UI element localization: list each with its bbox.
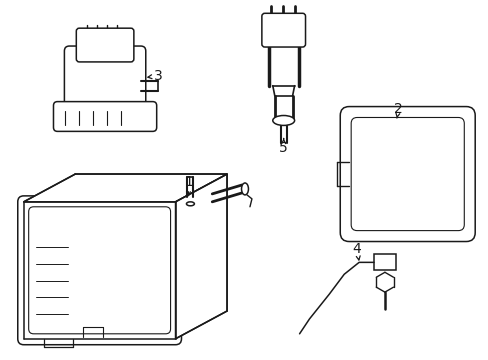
Text: 3: 3 xyxy=(154,69,163,83)
FancyBboxPatch shape xyxy=(18,196,181,345)
Text: 2: 2 xyxy=(394,102,402,116)
Ellipse shape xyxy=(272,116,294,125)
Ellipse shape xyxy=(186,202,194,206)
Text: 4: 4 xyxy=(352,242,361,256)
Polygon shape xyxy=(175,174,226,339)
FancyBboxPatch shape xyxy=(340,107,474,242)
FancyBboxPatch shape xyxy=(76,28,134,62)
FancyBboxPatch shape xyxy=(262,13,305,47)
FancyBboxPatch shape xyxy=(53,102,156,131)
Text: 1: 1 xyxy=(183,175,192,189)
Text: 5: 5 xyxy=(279,141,287,155)
FancyBboxPatch shape xyxy=(64,46,145,116)
Bar xyxy=(373,255,395,270)
Ellipse shape xyxy=(241,183,248,195)
Polygon shape xyxy=(24,174,226,202)
